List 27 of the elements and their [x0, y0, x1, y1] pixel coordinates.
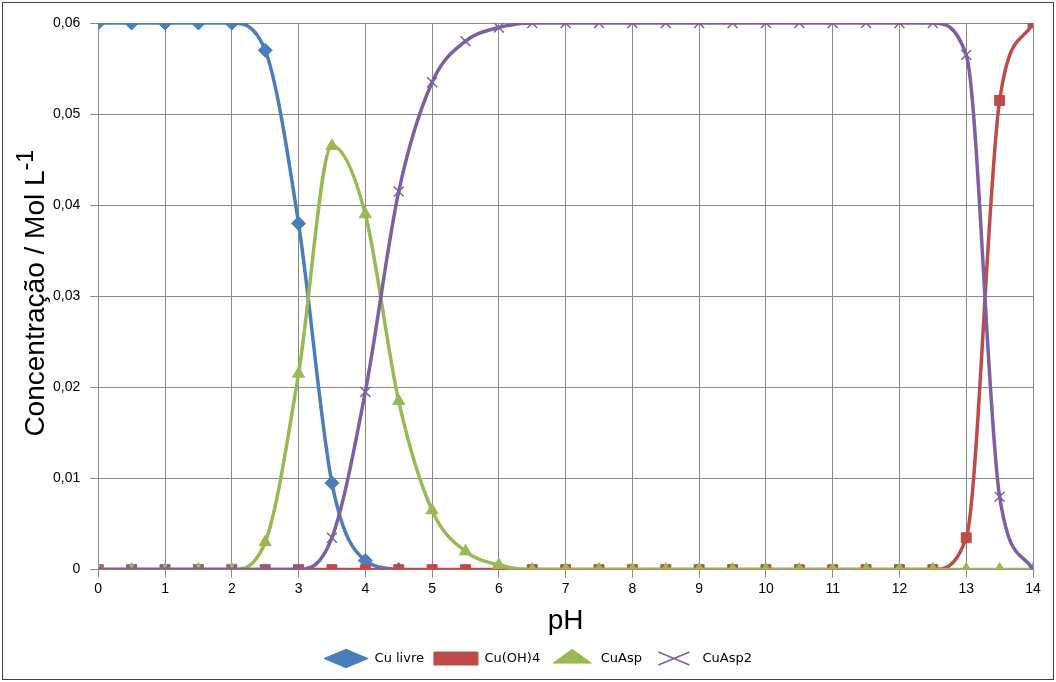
x-tick-label: 13 [958, 579, 975, 596]
x-axis-title: pH [547, 603, 584, 635]
x-tick-label: 12 [891, 579, 908, 596]
x-tick-label: 14 [1025, 579, 1041, 596]
y-tick-label: 0,06 [53, 13, 81, 30]
y-tick-label: 0,03 [53, 287, 81, 304]
x-tick-label: 2 [227, 579, 236, 596]
y-tick-label: 0,02 [53, 378, 81, 395]
x-tick-label: 8 [628, 579, 637, 596]
x-tick-label: 11 [825, 579, 841, 596]
x-tick-label: 9 [695, 579, 704, 596]
x-tick-label: 6 [494, 579, 503, 596]
x-tick-label: 1 [161, 579, 170, 596]
x-tick-label: 4 [361, 579, 370, 596]
x-tick-label: 3 [294, 579, 303, 596]
x-tick-label: 5 [428, 579, 437, 596]
y-tick-label: 0,04 [53, 196, 81, 213]
x-tick-label: 10 [758, 579, 774, 596]
legend-label: CuAsp [600, 649, 642, 665]
y-tick-label: 0 [72, 560, 81, 577]
legend-label: Cu livre [374, 649, 424, 665]
y-tick-label: 0,01 [53, 469, 81, 486]
x-tick-label: 0 [94, 579, 103, 596]
legend-label: Cu(OH)4 [484, 649, 541, 665]
x-tick-label: 7 [561, 579, 570, 596]
legend-label: CuAsp2 [702, 649, 752, 665]
y-tick-label: 0,05 [53, 104, 81, 121]
